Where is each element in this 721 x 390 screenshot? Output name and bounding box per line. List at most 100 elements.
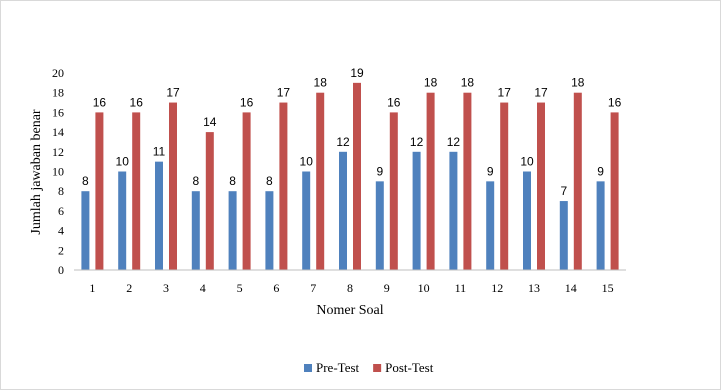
y-tick-label: 0 [58,263,64,277]
x-tick-label: 15 [602,281,614,295]
x-tick-label: 10 [418,281,430,295]
post-test-bar [132,112,141,271]
pre-test-bar [449,151,458,270]
x-tick-label: 12 [491,281,503,295]
y-tick-label: 14 [52,125,64,139]
pre-test-bar [228,191,237,270]
data-labels: 8 16 10 16 11 17 8 14 8 16 8 17 10 18 12 19 9 16 12 18 12 18 9… [82,66,622,198]
post-test-bar [500,102,509,270]
post-test-data-label: 16 [93,95,107,109]
legend-label: Pre-Test [316,360,360,375]
x-tick-label: 4 [200,281,206,295]
x-tick-label: 8 [347,281,353,295]
post-test-bar [95,112,104,271]
post-test-data-label: 17 [498,86,512,100]
post-test-bar [389,112,398,271]
pre-test-bar [81,191,90,270]
pre-test-data-label: 12 [410,135,424,149]
pre-test-data-label: 10 [520,155,534,169]
pre-test-data-label: 8 [229,174,236,188]
legend-label: Post-Test [385,360,434,375]
post-test-bar [426,92,435,270]
pre-test-bar [375,181,384,270]
legend-item: Post-Test [373,360,434,375]
pre-test-data-label: 8 [192,174,199,188]
legend-swatch [304,364,312,372]
pre-test-bar [302,171,311,270]
pre-test-bar [118,171,127,270]
pre-test-bar [155,161,163,270]
post-test-bar [610,112,619,271]
x-tick-label: 1 [89,281,95,295]
pre-test-bar [191,191,200,270]
y-tick-label: 12 [52,145,64,159]
x-tick-label: 11 [455,281,467,295]
pre-test-data-label: 9 [376,164,383,178]
x-tick-label: 13 [528,281,540,295]
post-test-bar [573,92,582,270]
post-test-bar [537,102,545,270]
y-axis-title: Jumlah jawaban benar [29,109,44,235]
pre-test-data-label: 12 [447,135,461,149]
post-test-data-label: 18 [314,76,328,90]
x-tick-label: 14 [565,281,577,295]
pre-test-bar [596,181,605,270]
pre-test-data-label: 8 [82,174,89,188]
post-test-bar [205,132,214,270]
x-axis-title: Nomer Soal [316,303,383,318]
x-tick-label: 5 [237,281,243,295]
y-tick-label: 8 [58,184,64,198]
pre-test-data-label: 12 [336,135,350,149]
pre-test-bar [412,151,421,270]
legend-swatch [373,364,382,372]
post-test-bar [169,102,177,270]
post-test-bar [242,112,251,271]
post-test-data-label: 14 [203,115,217,129]
y-tick-label: 6 [58,204,64,218]
x-axis-ticks: 1 2 3 4 5 6 7 8 9 10 11 12 13 14 15 [89,281,613,295]
post-test-bar [279,102,288,270]
y-tick-label: 10 [52,165,64,179]
post-test-data-label: 18 [571,76,585,90]
post-test-data-label: 17 [166,86,180,100]
post-test-data-label: 17 [534,86,548,100]
post-test-bar [316,92,325,270]
post-test-data-label: 16 [130,95,144,109]
legend-item: Pre-Test [304,360,360,375]
pre-test-data-label: 9 [487,164,494,178]
legend: Pre-Test Post-Test [304,360,434,375]
pre-test-data-label: 7 [560,184,567,198]
pre-test-data-label: 9 [597,164,604,178]
pre-test-bar [559,201,568,270]
y-tick-label: 18 [52,86,64,100]
pre-test-data-label: 8 [266,174,273,188]
x-tick-label: 9 [384,281,390,295]
y-tick-label: 20 [52,66,64,80]
pre-test-bar [339,151,347,270]
post-test-data-label: 19 [350,66,364,80]
post-test-bar [353,82,361,270]
post-test-bar [463,92,472,270]
x-tick-label: 3 [163,281,169,295]
post-test-data-label: 18 [424,76,438,90]
pre-test-bar [265,191,274,270]
post-test-data-label: 17 [277,86,291,100]
pre-test-data-label: 10 [300,155,314,169]
pre-test-bar [486,181,495,270]
y-axis-ticks: 0 2 4 6 8 10 12 14 16 18 20 [52,66,64,277]
post-test-data-label: 16 [608,95,622,109]
y-tick-label: 4 [58,224,64,238]
pre-test-bar [523,171,531,270]
pre-test-data-label: 10 [116,155,130,169]
post-test-data-label: 16 [240,95,254,109]
x-tick-label: 2 [126,281,132,295]
bars [81,82,619,271]
pre-test-data-label: 11 [153,145,166,159]
x-tick-label: 7 [310,281,316,295]
y-tick-label: 2 [58,243,64,257]
post-test-data-label: 18 [461,76,475,90]
x-tick-label: 6 [273,281,279,295]
post-test-data-label: 16 [387,95,401,109]
y-tick-label: 16 [52,105,64,119]
